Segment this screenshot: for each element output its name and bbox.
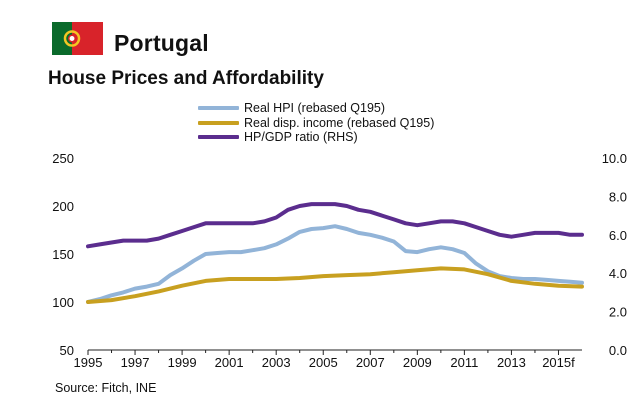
legend-swatch-hpi	[198, 106, 239, 111]
y-right-tick-label: 10.0	[602, 151, 627, 166]
flag-emblem	[63, 30, 81, 47]
y-right-tick-label: 2.0	[609, 305, 627, 320]
y-left-tick-label: 150	[52, 247, 74, 262]
hp-gdp-ratio-line	[86, 202, 584, 249]
x-tick-label: 2007	[356, 355, 385, 370]
portugal-flag-icon	[52, 22, 103, 55]
axes-layer	[87, 349, 582, 355]
legend-label-ratio: HP/GDP ratio (RHS)	[244, 130, 358, 144]
legend-item-hpi: Real HPI (rebased Q195)	[198, 101, 434, 116]
x-tick-label: 2009	[403, 355, 432, 370]
x-tick-label: 2003	[262, 355, 291, 370]
legend-label-income: Real disp. income (rebased Q195)	[244, 115, 435, 130]
flag-shield	[68, 34, 76, 43]
legend-swatch-income	[198, 120, 239, 125]
flag-red-band	[72, 22, 103, 55]
chart-title: House Prices and Affordability	[48, 68, 324, 89]
legend-label-hpi: Real HPI (rebased Q195)	[244, 101, 386, 115]
legend-item-ratio: HP/GDP ratio (RHS)	[198, 130, 434, 145]
x-tick-label: 2001	[215, 355, 244, 370]
y-right-tick-label: 8.0	[609, 189, 627, 204]
y-left-tick-label: 200	[52, 199, 74, 214]
series-layer	[86, 202, 584, 304]
x-tick-label: 1999	[168, 355, 197, 370]
labels-layer: 1995 1997 1999 2001 2003 2005 2007 2009 2011 2013…	[52, 151, 627, 370]
y-right-tick-label: 4.0	[609, 266, 627, 281]
legend-swatch-ratio	[198, 135, 239, 140]
x-tick-label: 2011	[450, 355, 478, 370]
x-tick-label: 2005	[309, 355, 338, 370]
x-tick-label: 1995	[74, 355, 103, 370]
country-title: Portugal	[114, 30, 209, 56]
source-note: Source: Fitch, INE	[55, 381, 157, 395]
chart-legend: Real HPI (rebased Q195) Real disp. incom…	[198, 101, 434, 145]
y-right-tick-label: 0.0	[609, 343, 627, 358]
x-tick-label: 2015f	[542, 355, 575, 370]
y-left-tick-label: 250	[52, 151, 74, 166]
y-left-tick-label: 50	[60, 343, 74, 358]
y-right-tick-label: 6.0	[609, 228, 627, 243]
y-left-tick-label: 100	[52, 295, 74, 310]
flag-green-band	[52, 22, 72, 55]
income-line	[86, 266, 584, 304]
legend-item-income: Real disp. income (rebased Q195)	[198, 116, 434, 131]
x-tick-label: 2013	[497, 355, 526, 370]
x-tick-label: 1997	[121, 355, 150, 370]
